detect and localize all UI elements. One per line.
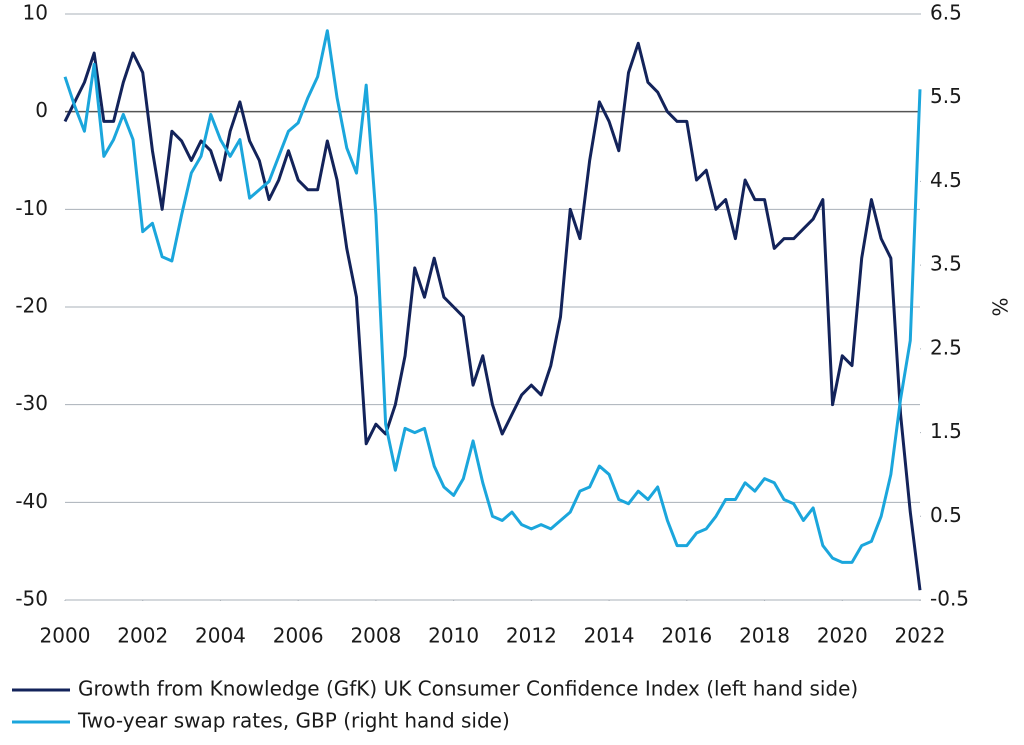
x-tick-label: 2012 [506,624,557,648]
y-tick-label: -30 [15,391,48,415]
y-tick-label: 0 [35,98,48,122]
y-tick-label: -50 [15,587,48,611]
y2-tick-label: 6.5 [930,1,962,25]
x-tick-label: 2008 [350,624,401,648]
y2-tick-label: -0.5 [930,587,969,611]
y-tick-label: -40 [15,489,48,513]
x-tick-label: 2022 [895,624,946,648]
x-tick-label: 2014 [584,624,635,648]
y-tick-label: -20 [15,294,48,318]
series-line [63,41,922,591]
series-line [63,29,922,564]
y2-tick-label: 3.5 [930,252,962,276]
y2-tick-label: 5.5 [930,84,962,108]
y2-tick-label: 0.5 [930,503,962,527]
x-tick-label: 2010 [428,624,479,648]
legend-label: Growth from Knowledge (GfK) UK Consumer … [78,677,858,701]
x-tick-label: 2016 [661,624,712,648]
x-tick-label: 2006 [273,624,324,648]
y2-axis-label: % [988,297,1012,316]
x-tick-label: 2018 [739,624,790,648]
y2-tick-label: 2.5 [930,335,962,359]
y-tick-label: -10 [15,196,48,220]
x-tick-label: 2004 [195,624,246,648]
x-tick-label: 2000 [40,624,91,648]
y2-tick-label: 4.5 [930,168,962,192]
legend-label: Two-year swap rates, GBP (right hand sid… [77,709,510,733]
y2-tick-label: 1.5 [930,419,962,443]
x-tick-label: 2020 [817,624,868,648]
y-tick-label: 10 [23,1,48,25]
x-tick-label: 2002 [117,624,168,648]
